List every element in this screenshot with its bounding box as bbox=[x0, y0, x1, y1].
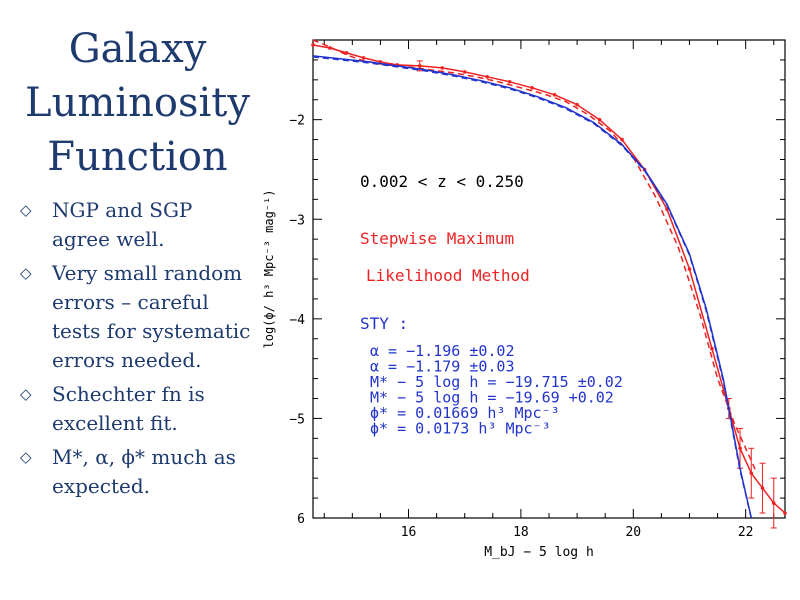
bullet-item: ◇ NGP and SGP agree well. bbox=[20, 196, 255, 254]
swml-line bbox=[312, 39, 758, 474]
bullet-item: ◇ M*, α, ϕ* much as expected. bbox=[20, 443, 255, 501]
bullet-text: Very small random errors – careful tests… bbox=[52, 261, 251, 372]
x-tick-label: 22 bbox=[738, 525, 754, 540]
swml-point bbox=[361, 56, 366, 60]
title-line: Luminosity bbox=[25, 80, 250, 126]
title-line: Function bbox=[47, 134, 228, 180]
bullet-text: NGP and SGP agree well. bbox=[52, 198, 193, 251]
y-tick-label: −4 bbox=[289, 313, 305, 328]
swml-point bbox=[783, 511, 787, 515]
diamond-bullet-icon: ◇ bbox=[20, 201, 32, 219]
sty-fit-line bbox=[312, 56, 753, 519]
sty-fit-line bbox=[312, 55, 753, 519]
swml-point bbox=[507, 80, 512, 84]
swml-point bbox=[575, 102, 579, 107]
y-tick-label: −2 bbox=[289, 114, 305, 129]
y-tick-label: −3 bbox=[289, 213, 305, 228]
bullet-item: ◇ Very small random errors – careful test… bbox=[20, 259, 255, 375]
sty-parameter: ϕ* = 0.01669 h³ Mpc⁻³ bbox=[370, 404, 560, 422]
swml-point bbox=[311, 43, 315, 47]
diamond-bullet-icon: ◇ bbox=[20, 264, 32, 282]
swml-point bbox=[530, 86, 534, 90]
redshift-range-label: 0.002 < z < 0.250 bbox=[360, 172, 524, 191]
y-axis-label: log(ϕ/ h³ Mpc⁻³ mag⁻¹) bbox=[262, 190, 276, 349]
bullet-item: ◇ Schechter fn is excellent fit. bbox=[20, 380, 255, 438]
swml-point bbox=[485, 75, 489, 79]
swml-point bbox=[440, 66, 445, 70]
swml-point bbox=[620, 137, 624, 142]
swml-point bbox=[462, 70, 467, 74]
diamond-bullet-icon: ◇ bbox=[20, 448, 32, 466]
method-label: Likelihood Method bbox=[366, 266, 530, 285]
x-tick-label: 20 bbox=[625, 525, 641, 540]
swml-point bbox=[597, 117, 602, 122]
x-axis-label: M_bJ − 5 log h bbox=[484, 545, 594, 560]
x-tick-label: 18 bbox=[513, 525, 529, 540]
sty-parameter: M* − 5 log h = −19.69 +0.02 bbox=[370, 389, 614, 407]
sty-parameter: α = −1.179 ±0.03 bbox=[370, 358, 515, 376]
swml-point bbox=[328, 46, 332, 50]
swml-point bbox=[552, 92, 557, 97]
swml-point bbox=[687, 267, 692, 271]
method-label: Stepwise Maximum bbox=[360, 229, 514, 248]
sty-parameter: α = −1.196 ±0.02 bbox=[370, 342, 515, 360]
sty-parameter: ϕ* = 0.0173 h³ Mpc⁻³ bbox=[370, 420, 551, 438]
bullet-text: Schechter fn is excellent fit. bbox=[52, 382, 205, 435]
swml-line bbox=[312, 44, 786, 514]
y-tick-label: −5 bbox=[289, 412, 305, 427]
bullet-text: M*, α, ϕ* much as expected. bbox=[52, 445, 236, 498]
sty-heading: STY : bbox=[360, 314, 408, 333]
y-tick-label: 6 bbox=[297, 512, 305, 527]
bullet-list: ◇ NGP and SGP agree well. ◇ Very small ran… bbox=[20, 196, 255, 506]
sty-parameter: M* − 5 log h = −19.715 ±0.02 bbox=[370, 373, 623, 391]
swml-point bbox=[710, 346, 714, 351]
title-line: Galaxy bbox=[68, 26, 207, 72]
diamond-bullet-icon: ◇ bbox=[20, 385, 32, 403]
slide-title: Galaxy Luminosity Function bbox=[10, 22, 265, 184]
x-tick-label: 16 bbox=[401, 525, 417, 540]
